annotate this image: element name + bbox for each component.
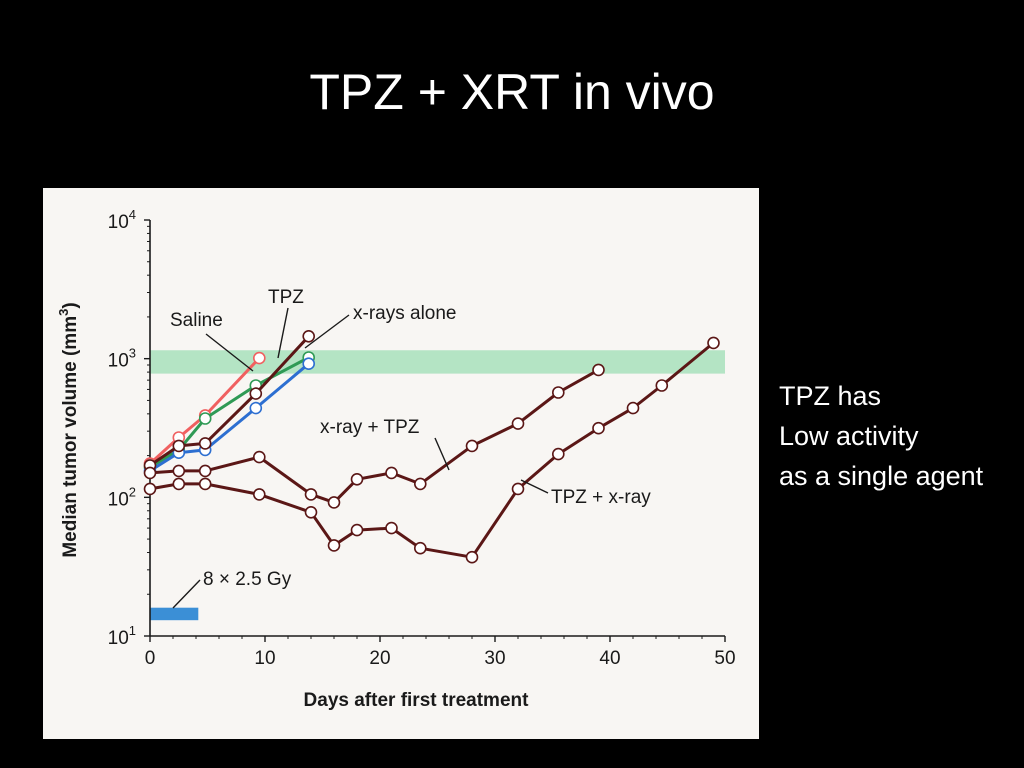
y-tick-exponent: 4 — [129, 207, 136, 222]
tpz-plus-x-ray-point — [198, 477, 212, 491]
x-tick-label: 50 — [714, 648, 735, 669]
tpz-plus-x-ray-point — [551, 447, 565, 461]
y-tick-label: 101 — [108, 623, 136, 649]
tpz-plus-x-ray-point — [465, 550, 479, 564]
x-rays-alone-point — [302, 357, 316, 370]
x-tick-label: 10 — [254, 648, 275, 669]
y-axis-label-close: ) — [60, 302, 81, 308]
annotation-saline-leader — [205, 333, 254, 372]
tpz-plus-x-ray-point — [707, 336, 720, 350]
y-tick-base: 10 — [108, 628, 129, 649]
annotation-x-rays-alone: x-rays alone — [353, 303, 457, 324]
slide-title: TPZ + XRT in vivo — [309, 64, 715, 120]
tpz-plus-x-ray-point — [655, 379, 669, 392]
x-ray-plus-tpz-point — [143, 466, 157, 480]
annotation-treatment: 8 × 2.5 Gy — [203, 569, 292, 590]
x-ray-plus-tpz-point — [511, 417, 525, 430]
x-ray-plus-tpz-point — [413, 477, 427, 491]
x-tick-label: 20 — [369, 648, 390, 669]
series-x-rays-alone — [143, 357, 316, 478]
annotation-x-rays-alone-leader — [304, 314, 350, 349]
saline-point — [253, 351, 266, 365]
y-tick-label: 104 — [108, 207, 136, 233]
y-tick-base: 10 — [108, 489, 129, 510]
series-x-ray-plus-tpz — [143, 363, 605, 509]
tpz-plus-x-ray-point — [253, 488, 266, 501]
y-tick-label: 103 — [108, 346, 136, 372]
annotation-treatment-leader — [172, 579, 201, 609]
side-note-line-1: TPZ has — [779, 381, 882, 411]
y-tick-base: 10 — [108, 212, 129, 233]
x-ray-plus-tpz-point — [465, 439, 479, 453]
annotation-x-ray-plus-tpz-leader — [434, 437, 450, 471]
side-note: TPZ has Low activity as a single agent — [779, 376, 983, 496]
tpz-point — [198, 437, 212, 450]
tpz-point — [249, 387, 263, 400]
x-ray-plus-tpz-point — [385, 466, 398, 480]
y-tick-exponent: 2 — [129, 484, 136, 499]
x-rays-alone-point — [249, 401, 263, 415]
x-tick-label: 0 — [145, 648, 156, 669]
side-note-line-2: Low activity — [779, 421, 919, 451]
tpz-plus-x-ray-point — [350, 523, 364, 537]
y-tick-label: 102 — [108, 484, 136, 510]
x-ray-plus-tpz-point — [592, 363, 605, 377]
tpz-plus-x-ray-point — [385, 521, 398, 535]
x-ray-plus-tpz-point — [304, 488, 318, 501]
tpz-plus-x-ray-point — [143, 482, 157, 496]
y-tick-exponent: 3 — [129, 346, 136, 361]
annotation-tpz-plus-x-ray-leader — [520, 479, 549, 494]
tpz-plus-x-ray-point — [592, 421, 605, 435]
y-axis-label: Median tumor volume (mm3) — [56, 302, 81, 557]
tpz-plus-x-ray-point — [511, 482, 525, 496]
x-ray-plus-tpz-point — [253, 450, 266, 464]
annotation-tpz-plus-x-ray: TPZ + x-ray — [551, 487, 651, 508]
x-tick-label: 30 — [484, 648, 505, 669]
x-ray-plus-tpz-point — [551, 386, 565, 399]
x-ray-plus-tpz-point — [198, 464, 212, 478]
tpz-plus-x-ray-line — [149, 341, 715, 559]
x-ray-plus-tpz-point — [350, 472, 364, 486]
y-tick-exponent: 1 — [129, 623, 136, 638]
annotation-x-ray-plus-tpz: x-ray + TPZ — [320, 417, 420, 438]
series-layer — [143, 330, 720, 564]
y-tick-base: 10 — [108, 351, 129, 372]
tpz-plus-x-ray-point — [304, 505, 318, 519]
tpz-point — [172, 439, 186, 453]
tpz-plus-x-ray-point — [327, 539, 341, 552]
tpz-plus-x-ray-point — [413, 541, 427, 555]
series-3-point — [198, 412, 212, 425]
x-ray-plus-tpz-point — [172, 464, 186, 478]
tpz-plus-x-ray-point — [172, 477, 186, 491]
annotation-tpz-leader — [277, 307, 289, 359]
x-ray-plus-tpz-point — [327, 496, 341, 509]
tpz-plus-x-ray-point — [626, 401, 640, 415]
figure-panel: 0 10 20 30 40 50 101 102 103 104 Saline TPZ x-ray… — [43, 188, 759, 739]
shaded-band — [150, 350, 725, 374]
tpz-point — [302, 330, 316, 343]
x-axis-label: Days after first treatment — [304, 690, 530, 711]
annotation-saline: Saline — [170, 310, 223, 331]
treatment-bar — [150, 607, 199, 621]
y-axis-label-sup: 3 — [56, 309, 71, 316]
x-tick-label: 40 — [599, 648, 620, 669]
saline-line — [148, 357, 261, 465]
annotation-tpz: TPZ — [268, 287, 304, 308]
y-axis-label-main: Median tumor volume (mm — [60, 316, 81, 558]
series-tpz-plus-x-ray — [143, 336, 720, 564]
annotation-layer: Saline TPZ x-rays alone x-ray + TPZ TPZ … — [170, 287, 651, 609]
side-note-line-3: as a single agent — [779, 461, 984, 491]
